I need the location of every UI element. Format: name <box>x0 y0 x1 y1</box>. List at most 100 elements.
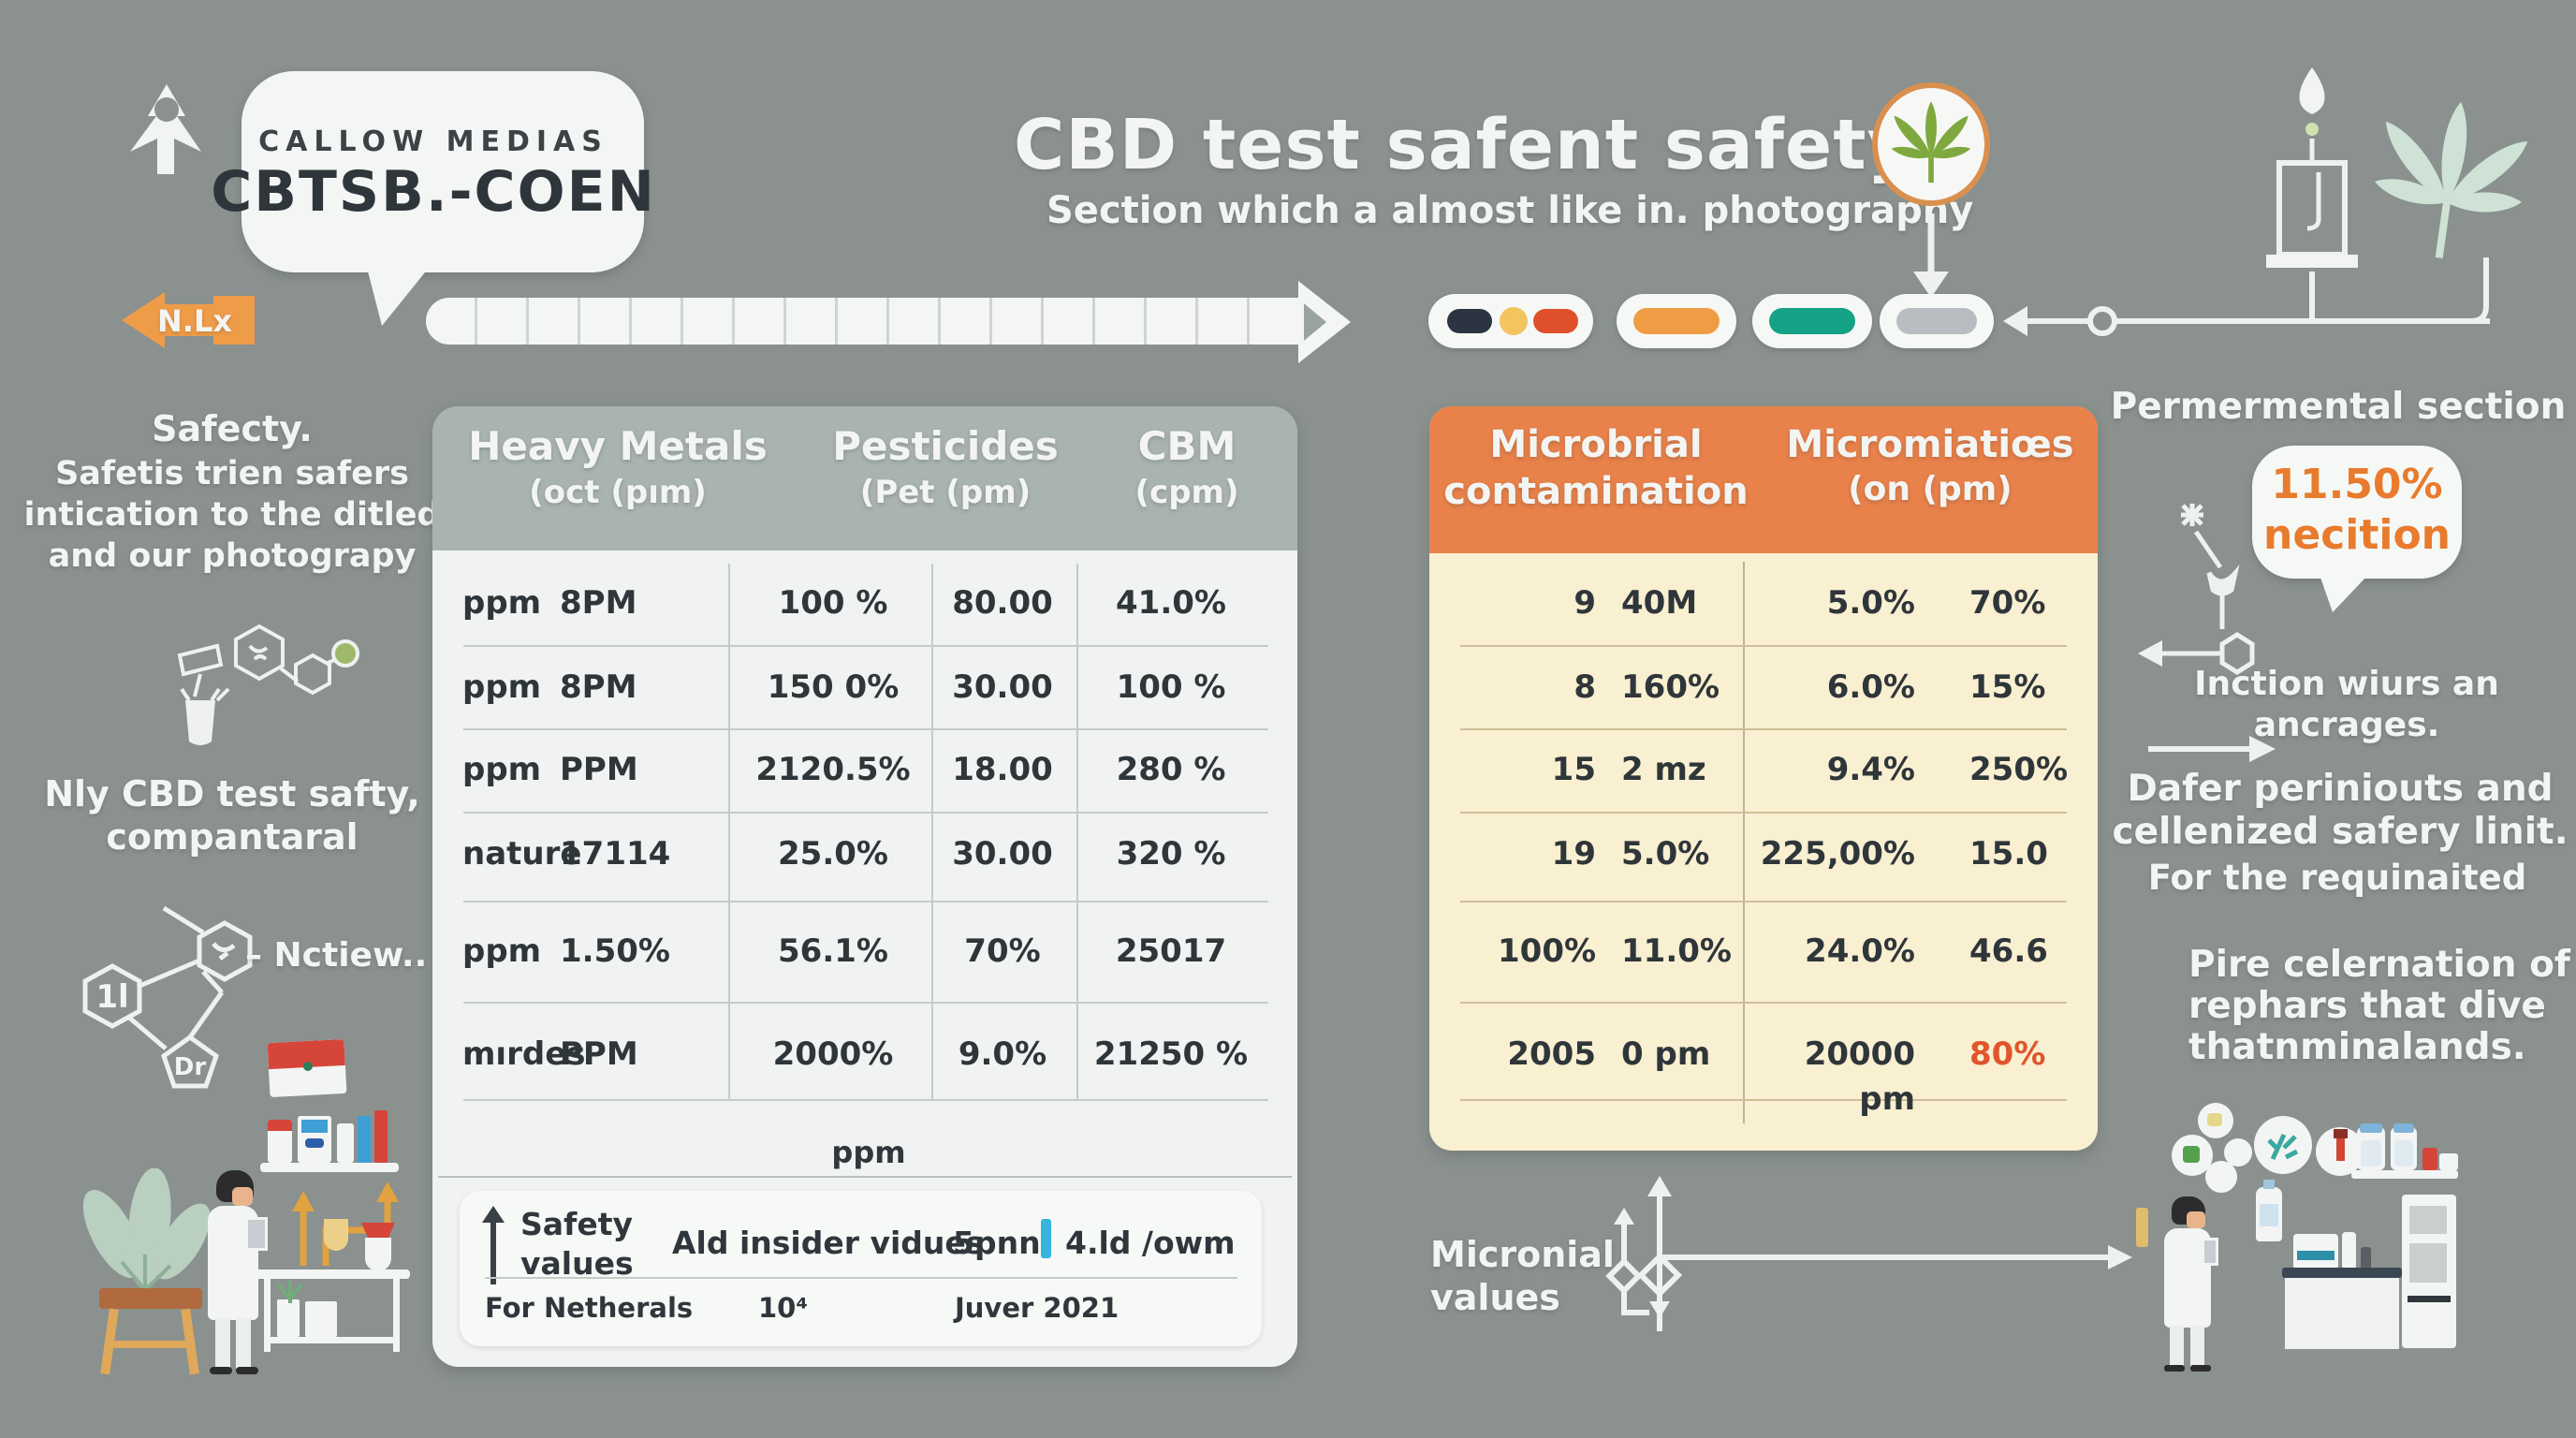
right-note4-line1: Pire celernation of <box>2188 944 2570 986</box>
brand-code: CBTSB.-COEN <box>211 159 656 225</box>
metals-rowsep-1 <box>463 645 1268 647</box>
right-arrow-icon <box>2148 736 2276 762</box>
right-shelf-board <box>2351 1170 2458 1179</box>
table-cell: PPM <box>560 1035 638 1073</box>
scientist-right-leg1 <box>2170 1326 2184 1367</box>
micro-vdivider <box>1743 562 1745 1123</box>
micro-rowsep-1 <box>1460 645 2067 647</box>
flow-arrows-icon <box>292 1181 399 1266</box>
micro-rowsep-3 <box>1460 812 2067 814</box>
metals-rowsep-3 <box>463 812 1268 814</box>
table-cell: 2 mz <box>1621 751 1706 788</box>
legend-divider <box>485 1277 1237 1279</box>
table-cell: 24.0% <box>1805 932 1915 970</box>
flag-icon <box>267 1038 347 1098</box>
jar-1 <box>2357 1123 2385 1170</box>
bubble-percent: 11.50% <box>2271 461 2443 508</box>
speech-bubble <box>242 71 644 272</box>
micro-rowsep-6 <box>1460 1099 2067 1101</box>
color-chip-gray[interactable] <box>1880 294 1994 348</box>
scientist-right-shoe1 <box>2164 1365 2185 1372</box>
table-cell: 160% <box>1621 668 1720 706</box>
table-cell: 40M <box>1621 584 1698 622</box>
metals-col1-title: Heavy Metals <box>468 423 768 469</box>
gray-swatch <box>1896 308 1977 334</box>
table-cell: 17114 <box>560 835 671 873</box>
red-swatch <box>1533 309 1578 333</box>
bench-machine-icon <box>2293 1234 2338 1269</box>
petri-circle-4 <box>2224 1138 2252 1167</box>
table-cell: 8PM <box>560 584 637 622</box>
footer-unit-label: ppm <box>831 1135 906 1170</box>
table-cell: 30.00 <box>952 835 1053 873</box>
table-cell: mırdes <box>462 1035 586 1073</box>
table-cell: 25.0% <box>778 835 888 873</box>
table-cell: 280 % <box>1116 751 1226 788</box>
pot-plant-leaves-icon <box>277 1281 303 1303</box>
petri-circle-1 <box>2172 1135 2213 1176</box>
table-cell: 46.6 <box>1969 932 2048 970</box>
table-cell: 18.00 <box>952 751 1053 788</box>
scientist-right-face <box>2187 1211 2205 1228</box>
color-chip-orange[interactable] <box>1617 294 1736 348</box>
legend-foot-left: For Netherals <box>485 1292 694 1324</box>
legend-axis-line1: Safety <box>520 1206 634 1242</box>
footer-divider <box>438 1176 1292 1178</box>
stool-crossbar <box>110 1341 191 1348</box>
table-cell: nature <box>462 835 582 873</box>
table-cell: 9.4% <box>1826 751 1915 788</box>
micro-rowsep-5 <box>1460 1002 2067 1004</box>
table-cell: 250% <box>1969 751 2069 788</box>
color-chip-teal[interactable] <box>1752 294 1872 348</box>
legend-owm-label: 4.ld /owm <box>1065 1225 1236 1261</box>
leaf-badge <box>1872 82 1990 206</box>
table-cell: 20000 pm <box>1804 1035 1915 1118</box>
table-cell: 2000% <box>772 1035 894 1073</box>
bubble-word: necition <box>2263 511 2451 559</box>
table-cell: 2005 <box>1507 1035 1596 1073</box>
metals-table-header <box>432 406 1297 550</box>
shelf-bottle-1 <box>268 1120 292 1163</box>
scientist-right-shoe2 <box>2190 1365 2211 1372</box>
nlx-tag-label: N.Lx <box>157 303 232 339</box>
table-cell: 5.0% <box>1621 835 1710 873</box>
color-chip-group-1[interactable] <box>1428 294 1593 348</box>
left-note-line2: intication to the ditled <box>23 496 441 534</box>
shelf-bottle-4 <box>374 1110 388 1163</box>
table-cell: ppm <box>462 584 542 622</box>
percent-speech-bubble <box>2252 446 2462 579</box>
metals-rowsep-4 <box>463 901 1268 902</box>
table-box <box>305 1301 337 1337</box>
metals-rowsep-6 <box>463 1099 1268 1101</box>
stool-seat <box>99 1288 202 1309</box>
shelf-box <box>298 1116 331 1163</box>
left-cbd-line1: Nly CBD test safty, <box>44 773 420 814</box>
cannabis-leaf-large-icon <box>2375 102 2528 258</box>
jar-small-white <box>2439 1153 2458 1170</box>
shelf-board <box>260 1163 399 1172</box>
page-subtitle: Section which a almost like in. photogra… <box>1046 189 1974 232</box>
culture-dish-icon <box>2254 1116 2312 1174</box>
svg-text:1l: 1l <box>95 978 128 1016</box>
legend-value-label: 5pnn <box>953 1225 1041 1261</box>
brand-name: CALLOW MEDIAS <box>258 125 608 158</box>
table-cell: 2120.5% <box>755 751 911 788</box>
metals-vdivider-3 <box>1076 564 1078 1099</box>
table-cell: 70% <box>964 932 1041 970</box>
table-cell: 11.0% <box>1621 932 1732 970</box>
table-cell: PPM <box>560 751 638 788</box>
progress-bar[interactable] <box>426 298 1298 345</box>
table-cell: 8PM <box>560 668 637 706</box>
micro-table-header <box>1429 406 2098 553</box>
plant-leaves-icon <box>82 1168 211 1298</box>
petri-circle-2 <box>2198 1103 2233 1138</box>
table-cell: 30.00 <box>952 668 1053 706</box>
legend-axis-line2: values <box>520 1245 634 1282</box>
axis-label-line2: values <box>1430 1277 1560 1318</box>
table-cell: 150 0% <box>767 668 900 706</box>
left-cbd-line2: compantaral <box>106 816 359 858</box>
legend-insider-label: Ald insider vidues <box>672 1225 985 1261</box>
table-cell: 320 % <box>1116 835 1226 873</box>
nlx-arrow-tag[interactable] <box>122 290 255 350</box>
percent-bubble-tail <box>2320 575 2368 612</box>
